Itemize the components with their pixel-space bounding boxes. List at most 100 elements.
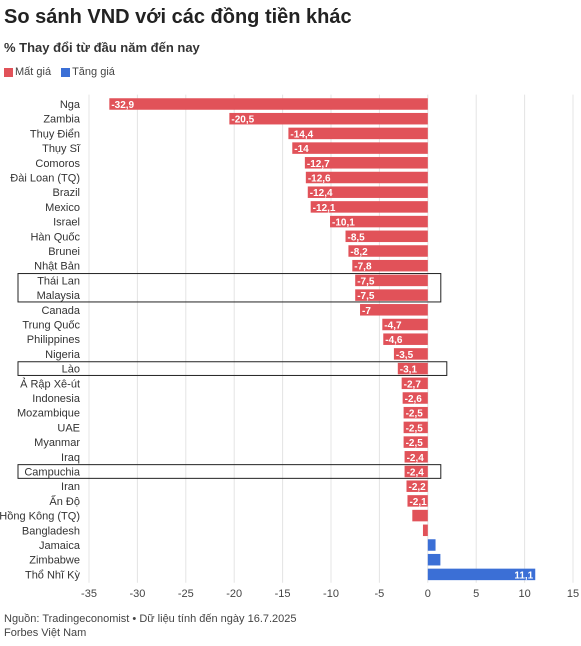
category-label: Iran [61,481,80,493]
bar [427,568,536,581]
category-label: Trung Quốc [22,320,80,332]
x-tick-label: 0 [425,588,431,600]
bar [305,171,428,184]
category-label: Thụy Sĩ [42,143,81,155]
data-label: -8,2 [350,247,368,258]
bar [404,451,428,463]
source-note: Nguồn: Tradingeconomist • Dữ liệu tính đ… [4,613,297,625]
category-label: Brunei [48,246,80,258]
bar [355,289,428,301]
bar [345,230,428,243]
chart-title: So sánh VND với các đồng tiền khác [4,6,352,28]
data-label: -2,5 [406,438,424,449]
category-label: Campuchia [24,467,81,479]
data-label: -4,7 [384,321,402,332]
highlight-box [17,273,442,303]
chart-subtitle: % Thay đổi từ đầu năm đến nay [4,40,200,55]
category-label: Ấn Độ [49,495,80,508]
data-label: -2,5 [406,423,424,434]
x-tick-label: -20 [226,588,242,600]
legend-swatch-negative [4,67,13,77]
category-label: Ả Rập Xê-út [20,377,80,390]
bar [304,157,428,169]
x-tick-label: -30 [129,588,145,600]
data-label: -2,7 [404,379,422,390]
brand-note: Forbes Việt Nam [4,627,87,639]
category-label: Zambia [43,114,81,126]
category-label: Mozambique [17,408,80,420]
bar [427,553,441,566]
bar [427,539,436,551]
data-label: -12,6 [308,174,331,185]
category-label: Jamaica [39,540,81,552]
category-label: Iraq [61,452,80,464]
category-label: Nhật Bản [34,261,80,273]
x-tick-label: 10 [518,588,530,600]
legend-item-positive: Tăng giá [61,66,115,78]
legend: Mất giá Tăng giá [4,66,121,78]
highlight-box [17,361,448,376]
legend-label-positive: Tăng giá [72,66,115,78]
data-label: -2,5 [406,409,424,420]
footer: Nguồn: Tradingeconomist • Dữ liệu tính đ… [4,612,297,640]
x-tick-label: -35 [81,588,97,600]
bar [383,333,428,345]
category-label: Malaysia [37,290,81,302]
data-label: -7 [362,306,371,317]
category-label: Brazil [52,187,80,199]
data-label: -3,5 [396,350,414,361]
data-label: -12,7 [307,159,330,170]
data-label: -8,5 [348,232,366,243]
data-label: -2,2 [409,482,427,493]
highlight-box [17,464,442,479]
x-tick-label: -5 [375,588,385,600]
x-tick-label: -25 [178,588,194,600]
category-label: Hồng Kông (TQ) [0,511,80,523]
bar [407,495,428,507]
bar [348,245,428,257]
bar [422,524,428,537]
x-tick-label: 15 [567,588,579,600]
bar [288,127,428,140]
category-label: Israel [53,217,80,229]
bar [360,304,428,316]
bar [404,465,428,478]
data-label: -14,4 [290,129,313,140]
bar [403,406,428,419]
bar [109,98,428,110]
category-label: Thái Lan [37,275,80,287]
category-label: Thổ Nhĩ Kỳ [25,569,81,581]
data-label: -7,5 [357,276,375,287]
data-label: -32,9 [111,100,134,111]
bar [403,436,428,448]
data-label: -7,8 [354,262,372,273]
data-label: -20,5 [231,115,254,126]
category-label: Philippines [27,334,81,346]
category-label: Lào [62,364,80,376]
bar-chart: -35 -30 -25 -20 -15 -10 -5 0 5 10 15 Nga -32,9 Zambia… [0,94,579,600]
data-label: -12,4 [310,188,333,199]
data-label: -7,5 [357,291,375,302]
bar [355,274,428,287]
bar [402,392,428,404]
category-label: Hàn Quốc [30,231,80,243]
data-label: -4,6 [385,335,403,346]
bar [412,509,428,522]
data-label: -12,1 [313,203,336,214]
category-label: Nga [60,99,81,111]
data-label: -2,1 [409,497,427,508]
x-tick-label: -15 [275,588,291,600]
bar [229,112,428,125]
category-label: Canada [41,305,80,317]
bar [403,421,428,434]
bar [310,201,428,213]
legend-swatch-positive [61,67,71,77]
category-label: Indonesia [32,393,81,405]
bar [393,348,428,360]
bar [406,480,428,492]
category-label: Comoros [35,158,80,170]
category-label: Nigeria [45,349,81,361]
legend-item-negative: Mất giá [4,66,51,78]
category-label: Bangladesh [22,525,80,537]
category-label: UAE [57,422,80,434]
